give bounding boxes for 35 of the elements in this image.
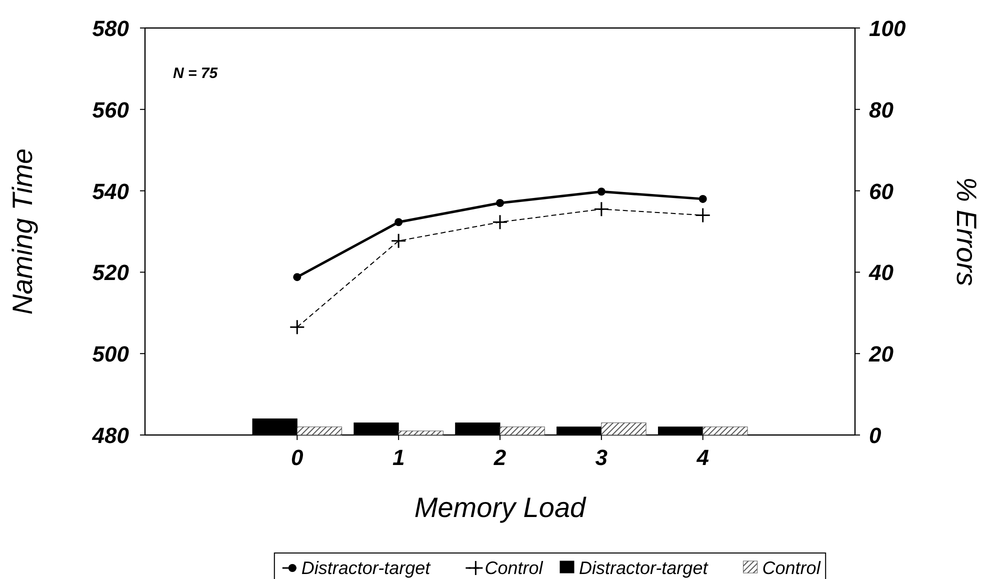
point xyxy=(293,273,302,282)
point xyxy=(496,199,504,208)
y-tick-label: 500 xyxy=(92,342,130,367)
legend-label: Distractor-target xyxy=(579,558,709,578)
y2-tick-label: 40 xyxy=(868,260,894,286)
y-tick-label: 480 xyxy=(91,423,130,448)
legend-label: Control xyxy=(762,558,822,578)
y-tick-label: 560 xyxy=(92,97,130,122)
x-tick-label: 4 xyxy=(696,445,709,470)
y-tick-label: 540 xyxy=(92,178,130,204)
point xyxy=(695,207,711,223)
x-tick-label: 3 xyxy=(595,445,608,470)
point xyxy=(390,233,406,249)
point xyxy=(597,188,606,196)
point xyxy=(289,319,305,335)
y2-axis-title: % Errors xyxy=(951,177,982,286)
x-tick-label: 1 xyxy=(392,445,405,470)
point xyxy=(594,201,610,217)
y-tick-label: 580 xyxy=(92,16,130,41)
y-axis-title: Naming Time xyxy=(7,148,38,315)
annotation: N = 75 xyxy=(173,65,218,82)
legend-label: Control xyxy=(484,558,544,578)
point xyxy=(394,218,403,226)
y2-tick-label: 20 xyxy=(868,342,894,367)
y2-tick-label: 60 xyxy=(869,178,894,204)
x-tick-label: 0 xyxy=(291,445,304,470)
point xyxy=(492,214,508,230)
x-axis-title: Memory Load xyxy=(414,492,588,523)
y-tick-label: 520 xyxy=(92,260,130,286)
point xyxy=(698,194,707,203)
y2-tick-label: 80 xyxy=(869,97,894,122)
x-tick-label: 2 xyxy=(492,445,507,470)
legend-label: Distractor-target xyxy=(301,558,432,578)
y2-tick-label: 0 xyxy=(869,423,882,448)
y2-tick-label: 100 xyxy=(869,16,906,41)
